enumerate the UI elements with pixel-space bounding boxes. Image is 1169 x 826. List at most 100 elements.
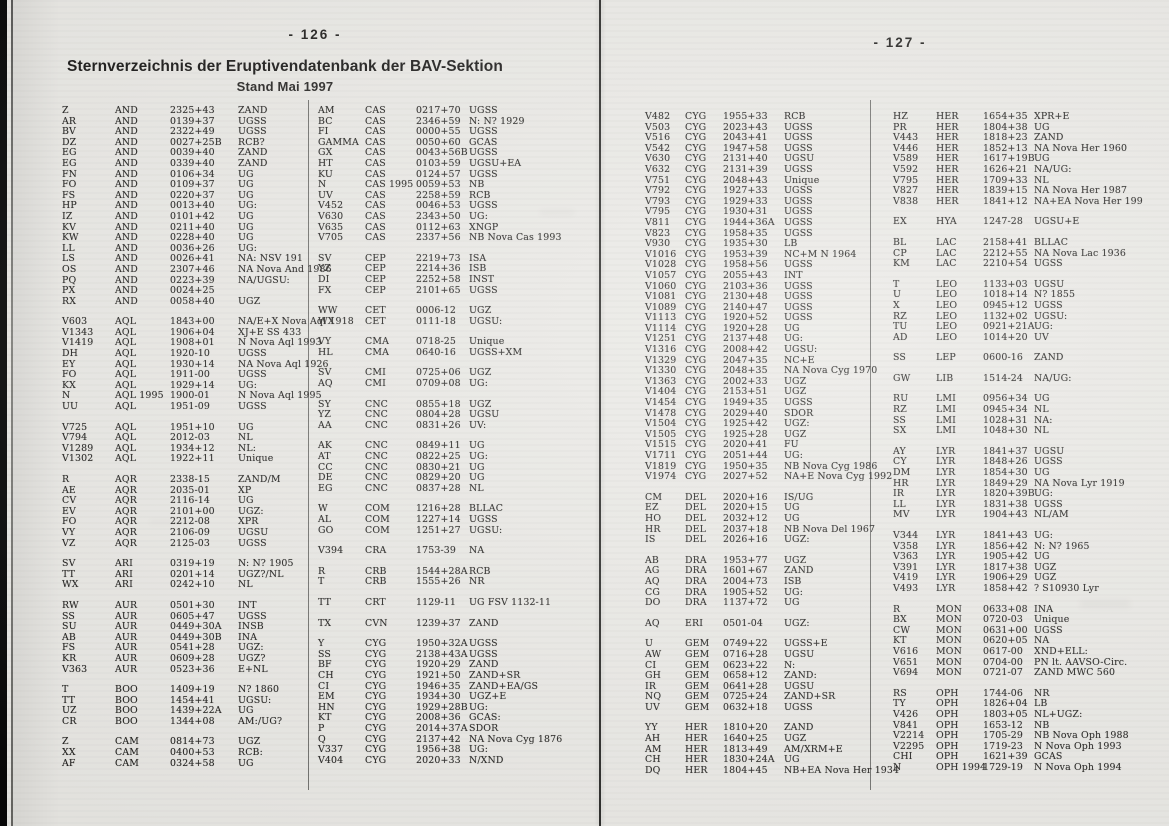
variability-type: UGSS (784, 132, 813, 144)
table-row: V795 CYG 1930+31 UGSS (645, 207, 867, 218)
variability-type: UGSU (784, 680, 815, 692)
table-row: UU AQL 1951-09 UGSS (62, 401, 308, 413)
constellation-group: WW CET 0006-12 UGZ WX CET 0111-18 UGSU: (318, 305, 596, 327)
position-code: 0830+21 (416, 461, 461, 473)
variability-type: LB (1034, 698, 1048, 710)
star-designation: TT (318, 596, 331, 608)
variability-type: UGZ: (784, 617, 810, 629)
constellation: CAM (115, 757, 139, 769)
table-row: Q CYG 2137+42 NA Nova Cyg 1876 (318, 734, 596, 746)
constellation-group: HZ HER 1654+35 XPR+E PR HER 1804+38 UG V443 HER 18… (893, 111, 1165, 207)
constellation-group: T BOO 1409+19 N? 1860 TT BOO 1454+41 UGSU: UZ BOO… (62, 684, 308, 727)
star-designation: SS (318, 648, 331, 660)
star-designation: BL (893, 236, 907, 248)
constellation: AND (115, 179, 138, 191)
position-code: 1555+26 (416, 576, 461, 588)
constellation: AND (115, 232, 138, 244)
star-designation: V1711 (645, 450, 677, 461)
position-code: 0449+30B (170, 631, 222, 643)
position-code: 1817+38 (983, 561, 1028, 573)
variability-type: NA/UGSU: (238, 274, 290, 286)
position-code: 0339+40 (170, 157, 215, 169)
table-row: CH CYG 1921+50 ZAND+SR (318, 670, 596, 682)
variability-type: UV (1034, 331, 1049, 343)
table-row: V1316 CYG 2008+42 UGSU: (645, 344, 867, 356)
table-row: T CRB 1555+26 NR (318, 577, 596, 588)
position-code: 2035-01 (170, 484, 211, 496)
table-row: YZ CNC 0804+28 UGSU (318, 410, 596, 421)
position-code: 0541+28 (170, 642, 215, 654)
position-code: 0814+73 (170, 736, 215, 748)
constellation: MON (936, 635, 962, 647)
position-code: 1955+33 (723, 111, 768, 122)
table-row: CW MON 0631+00 UGSS (893, 624, 1165, 637)
table-row: EV AQR 2101+00 UGZ: (62, 506, 308, 518)
star-designation: AA (318, 419, 332, 431)
constellation: CAS (365, 232, 386, 244)
position-code: 1227+14 (416, 514, 461, 525)
variability-type: UG (784, 512, 800, 524)
table-row: V823 CYG 1958+35 UGSS (645, 228, 867, 240)
position-code: 1705-29 (983, 730, 1024, 742)
constellation: AUR (115, 663, 138, 675)
position-code: 1803+05 (983, 708, 1028, 720)
star-designation: KV (62, 221, 77, 233)
table-row: RU LMI 0956+34 UG (893, 394, 1165, 405)
table-row: P CYG 2014+37A SDOR (318, 723, 596, 735)
star-designation: CP (893, 247, 907, 259)
star-designation: RS (893, 687, 907, 699)
constellation: CAS (365, 221, 386, 233)
constellation: AQR (115, 495, 137, 507)
position-code: 0111-18 (416, 315, 457, 327)
variability-type: ZAND (784, 722, 814, 734)
variability-type: UGZ (784, 375, 807, 387)
star-designation: RU (893, 393, 909, 405)
star-designation: IZ (62, 210, 73, 222)
variability-type: UGZ (469, 305, 492, 317)
constellation: LMI (936, 404, 956, 416)
table-row: FI CAS 0000+55 UGSS (318, 127, 596, 138)
table-row: RS OPH 1744-06 NR (893, 687, 1165, 700)
constellation: CYG (685, 365, 707, 377)
star-designation: V1251 (645, 333, 677, 345)
position-code: 0822+25 (416, 451, 461, 463)
position-code: 2020+41 (723, 439, 768, 451)
star-designation: V1363 (645, 375, 677, 387)
variability-type: UGZ (469, 398, 492, 410)
constellation: AUR (115, 599, 138, 611)
star-designation: WX (318, 315, 335, 327)
variability-type: ZAND (469, 617, 499, 629)
position-code: 1927+33 (723, 185, 768, 197)
constellation: LAC (936, 258, 957, 270)
constellation: CAS (365, 136, 386, 148)
variability-type: NA (469, 545, 485, 557)
position-code: 1818+23 (983, 132, 1028, 144)
variability-type: N Nova Oph 1994 (1034, 761, 1122, 773)
position-code: 1028+31 (983, 414, 1028, 426)
position-code: 0103+59 (416, 157, 461, 169)
table-row: BX MON 0720-03 Unique (893, 615, 1165, 626)
variability-type: UG (784, 754, 800, 766)
constellation: CRA (365, 545, 387, 557)
position-code: 1601+67 (723, 565, 768, 577)
constellation: CYG (685, 428, 707, 440)
star-designation: V344 (893, 530, 919, 541)
table-row: AL COM 1227+14 UGSS (318, 514, 596, 526)
star-designation: CG (645, 586, 660, 598)
star-designation: IR (645, 680, 657, 692)
table-row: CHI OPH 1621+39 GCAS (893, 752, 1165, 763)
constellation: HER (936, 163, 959, 175)
constellation: CYG (685, 269, 707, 281)
table-row: V1419 AQL 1908+01 N Nova Aql 1993 (62, 338, 322, 349)
star-designation: CW (893, 624, 911, 636)
table-row: DM LYR 1854+30 UG (893, 467, 1165, 479)
star-designation: CHI (893, 751, 913, 763)
position-code: 0749+22 (723, 638, 768, 650)
constellation: COM (365, 524, 390, 536)
page-number-126: - 126 - (288, 27, 342, 42)
position-code: 2212-08 (170, 516, 211, 528)
star-designation: SS (893, 352, 906, 364)
star-designation: V1505 (645, 428, 677, 440)
variability-type: UG (238, 168, 254, 180)
variability-type: NA Nova Lyr 1919 (1034, 477, 1125, 489)
